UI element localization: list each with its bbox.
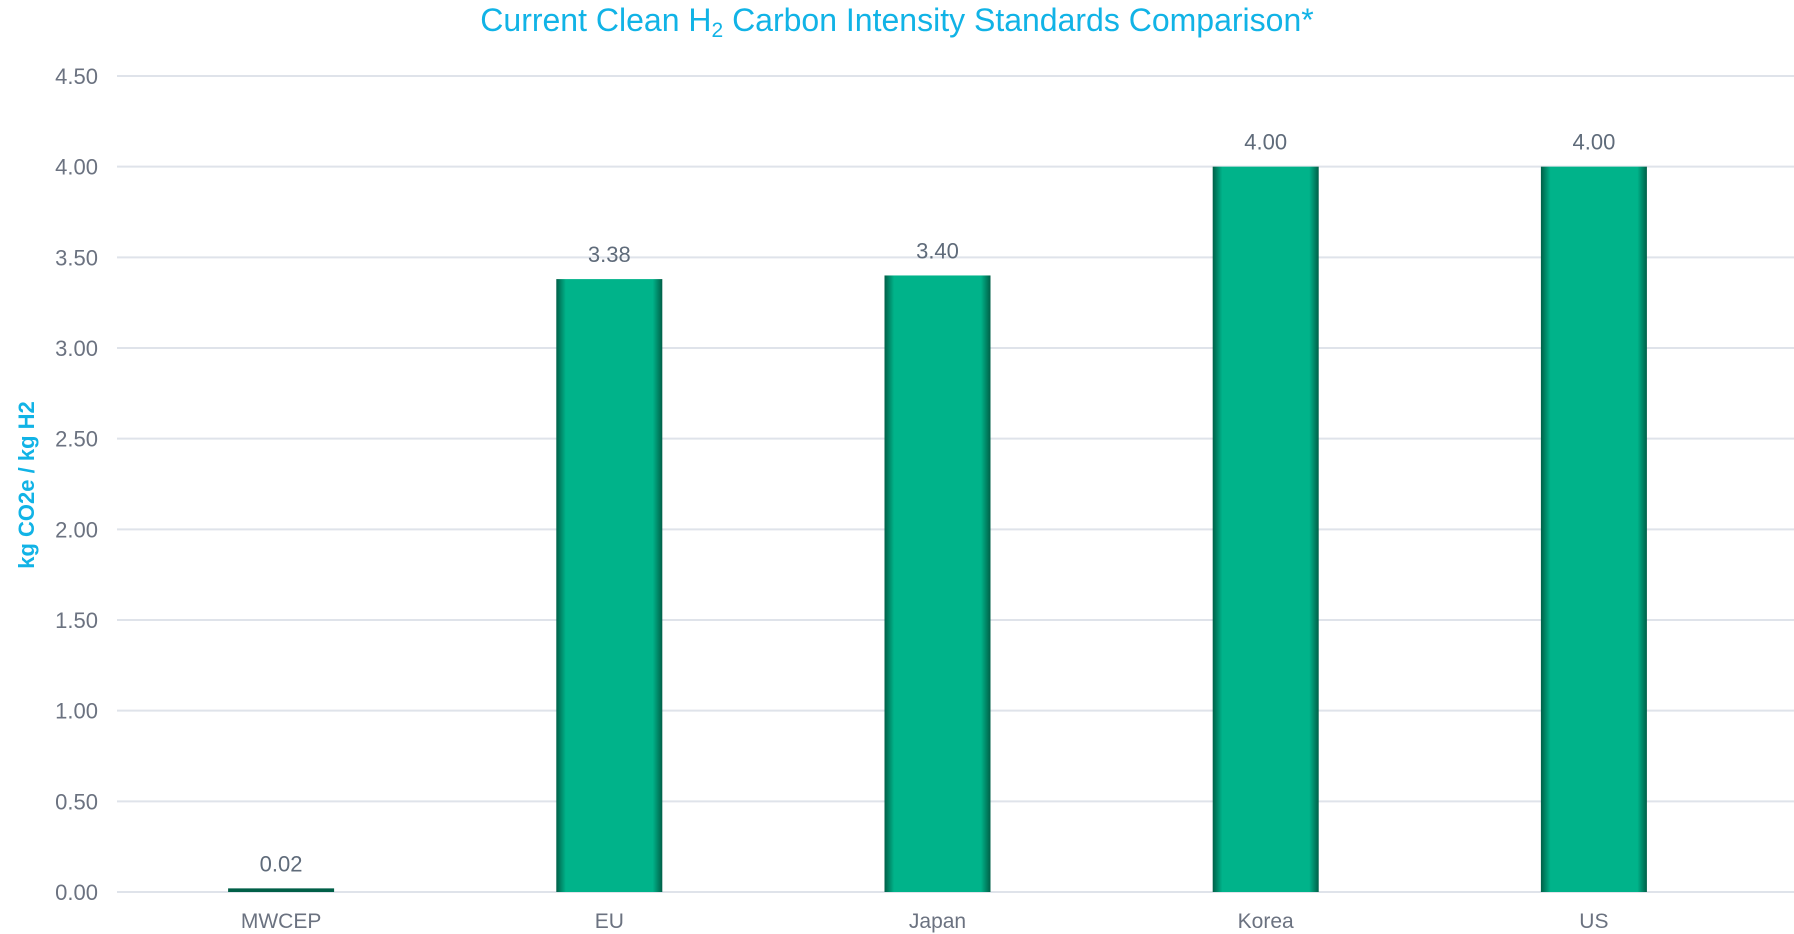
y-tick-label: 0.50 xyxy=(55,789,98,814)
chart-title-prefix: Current Clean H xyxy=(480,2,712,38)
y-tick-label: 1.00 xyxy=(55,699,98,724)
bar-mwcep xyxy=(228,888,335,892)
data-label-korea: 4.00 xyxy=(1244,130,1287,155)
y-tick-label: 0.00 xyxy=(55,880,98,905)
category-label-korea: Korea xyxy=(1238,910,1294,933)
chart-title-suffix: Carbon Intensity Standards Comparison* xyxy=(723,2,1314,38)
y-tick-label: 3.50 xyxy=(55,245,98,270)
data-label-japan: 3.40 xyxy=(916,238,959,263)
data-label-mwcep: 0.02 xyxy=(260,851,303,876)
bar-eu xyxy=(556,279,663,892)
bar-japan xyxy=(884,275,991,892)
data-label-us: 4.00 xyxy=(1572,130,1615,155)
y-axis-label: kg CO2e / kg H2 xyxy=(14,401,39,569)
y-tick-label: 2.50 xyxy=(55,427,98,452)
chart-title: Current Clean H2 Carbon Intensity Standa… xyxy=(0,2,1794,43)
data-labels: 0.02 3.38 3.40 4.00 4.00 xyxy=(260,130,1616,877)
y-tick-label: 4.00 xyxy=(55,155,98,180)
bars xyxy=(228,166,1647,892)
bar-us xyxy=(1540,166,1647,892)
chart-title-subscript: 2 xyxy=(711,19,724,42)
category-label-eu: EU xyxy=(595,910,624,933)
category-label-mwcep: MWCEP xyxy=(241,910,322,933)
y-tick-label: 2.00 xyxy=(55,517,98,542)
x-axis-categories: MWCEP EU Japan Korea US xyxy=(241,910,1609,933)
y-tick-label: 1.50 xyxy=(55,608,98,633)
data-label-eu: 3.38 xyxy=(588,242,631,267)
category-label-us: US xyxy=(1579,910,1608,933)
y-tick-label: 4.50 xyxy=(55,64,98,89)
category-label-japan: Japan xyxy=(909,910,966,933)
bar-korea xyxy=(1212,166,1319,892)
y-tick-label: 3.00 xyxy=(55,336,98,361)
y-axis-ticks: 0.00 0.50 1.00 1.50 2.00 2.50 3.00 3.50 4.00 4.50 xyxy=(55,64,98,905)
